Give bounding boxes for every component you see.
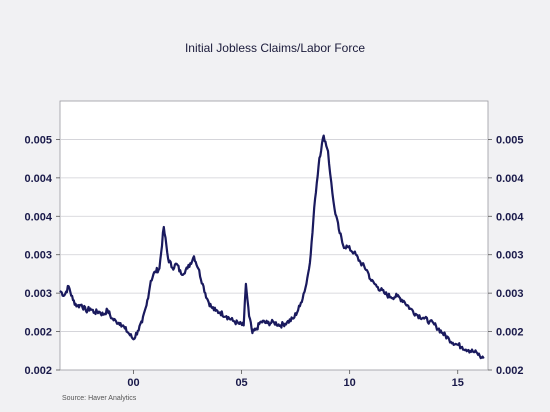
y-tick-label-left: 0.002	[24, 365, 52, 377]
y-tick-label-right: 0.004	[496, 211, 524, 223]
y-tick-label-right: 0.003	[496, 250, 524, 262]
y-tick-label-right: 0.002	[496, 327, 524, 339]
y-tick-label-right: 0.004	[496, 173, 524, 185]
x-tick-label: 10	[344, 377, 356, 389]
y-tick-label-left: 0.005	[24, 134, 52, 146]
y-tick-label-left: 0.002	[24, 327, 52, 339]
y-tick-label-left: 0.003	[24, 250, 52, 262]
series-line	[59, 134, 485, 360]
x-tick-label: 00	[127, 377, 139, 389]
x-tick-label: 05	[235, 377, 247, 389]
y-tick-label-right: 0.005	[496, 134, 524, 146]
plot-area	[59, 100, 489, 371]
gridlines	[60, 139, 488, 332]
y-tick-label-left: 0.004	[24, 173, 52, 185]
y-axis-right: 0.002 0.002 0.003 0.003 0.004 0.004 0.005	[488, 134, 524, 377]
source-note: Source: Haver Analytics	[62, 395, 137, 402]
x-tick-label: 15	[452, 377, 464, 389]
y-tick-label-right: 0.002	[496, 365, 524, 377]
chart-title: Initial Jobless Claims/Labor Force	[185, 41, 365, 55]
x-axis: 00 05 10 15	[127, 370, 464, 389]
series-group	[59, 134, 485, 360]
y-tick-label-left: 0.004	[24, 211, 52, 223]
y-tick-label-right: 0.003	[496, 288, 524, 300]
y-axis-left: 0.002 0.002 0.003 0.003 0.004 0.004 0.005	[24, 134, 60, 377]
y-tick-label-left: 0.003	[24, 288, 52, 300]
